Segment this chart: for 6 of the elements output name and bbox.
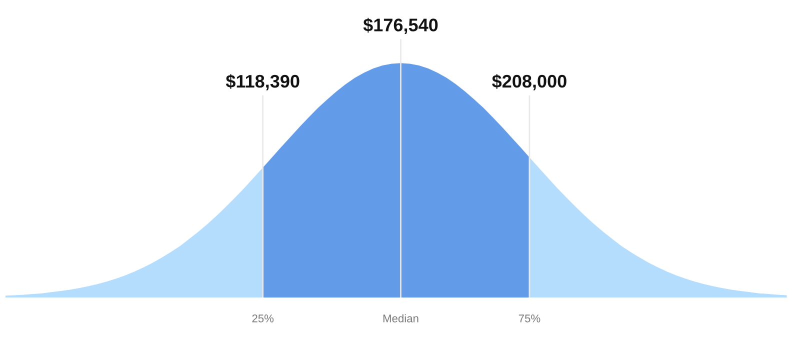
annotation: $118,390 <box>226 74 300 90</box>
annotation: $176,540 <box>363 18 438 34</box>
x-tick-label: Median <box>383 314 418 322</box>
x-tick-label: 25% <box>252 314 274 322</box>
x-tick-label: 75% <box>518 314 540 322</box>
annotation: $208,000 <box>492 74 566 90</box>
